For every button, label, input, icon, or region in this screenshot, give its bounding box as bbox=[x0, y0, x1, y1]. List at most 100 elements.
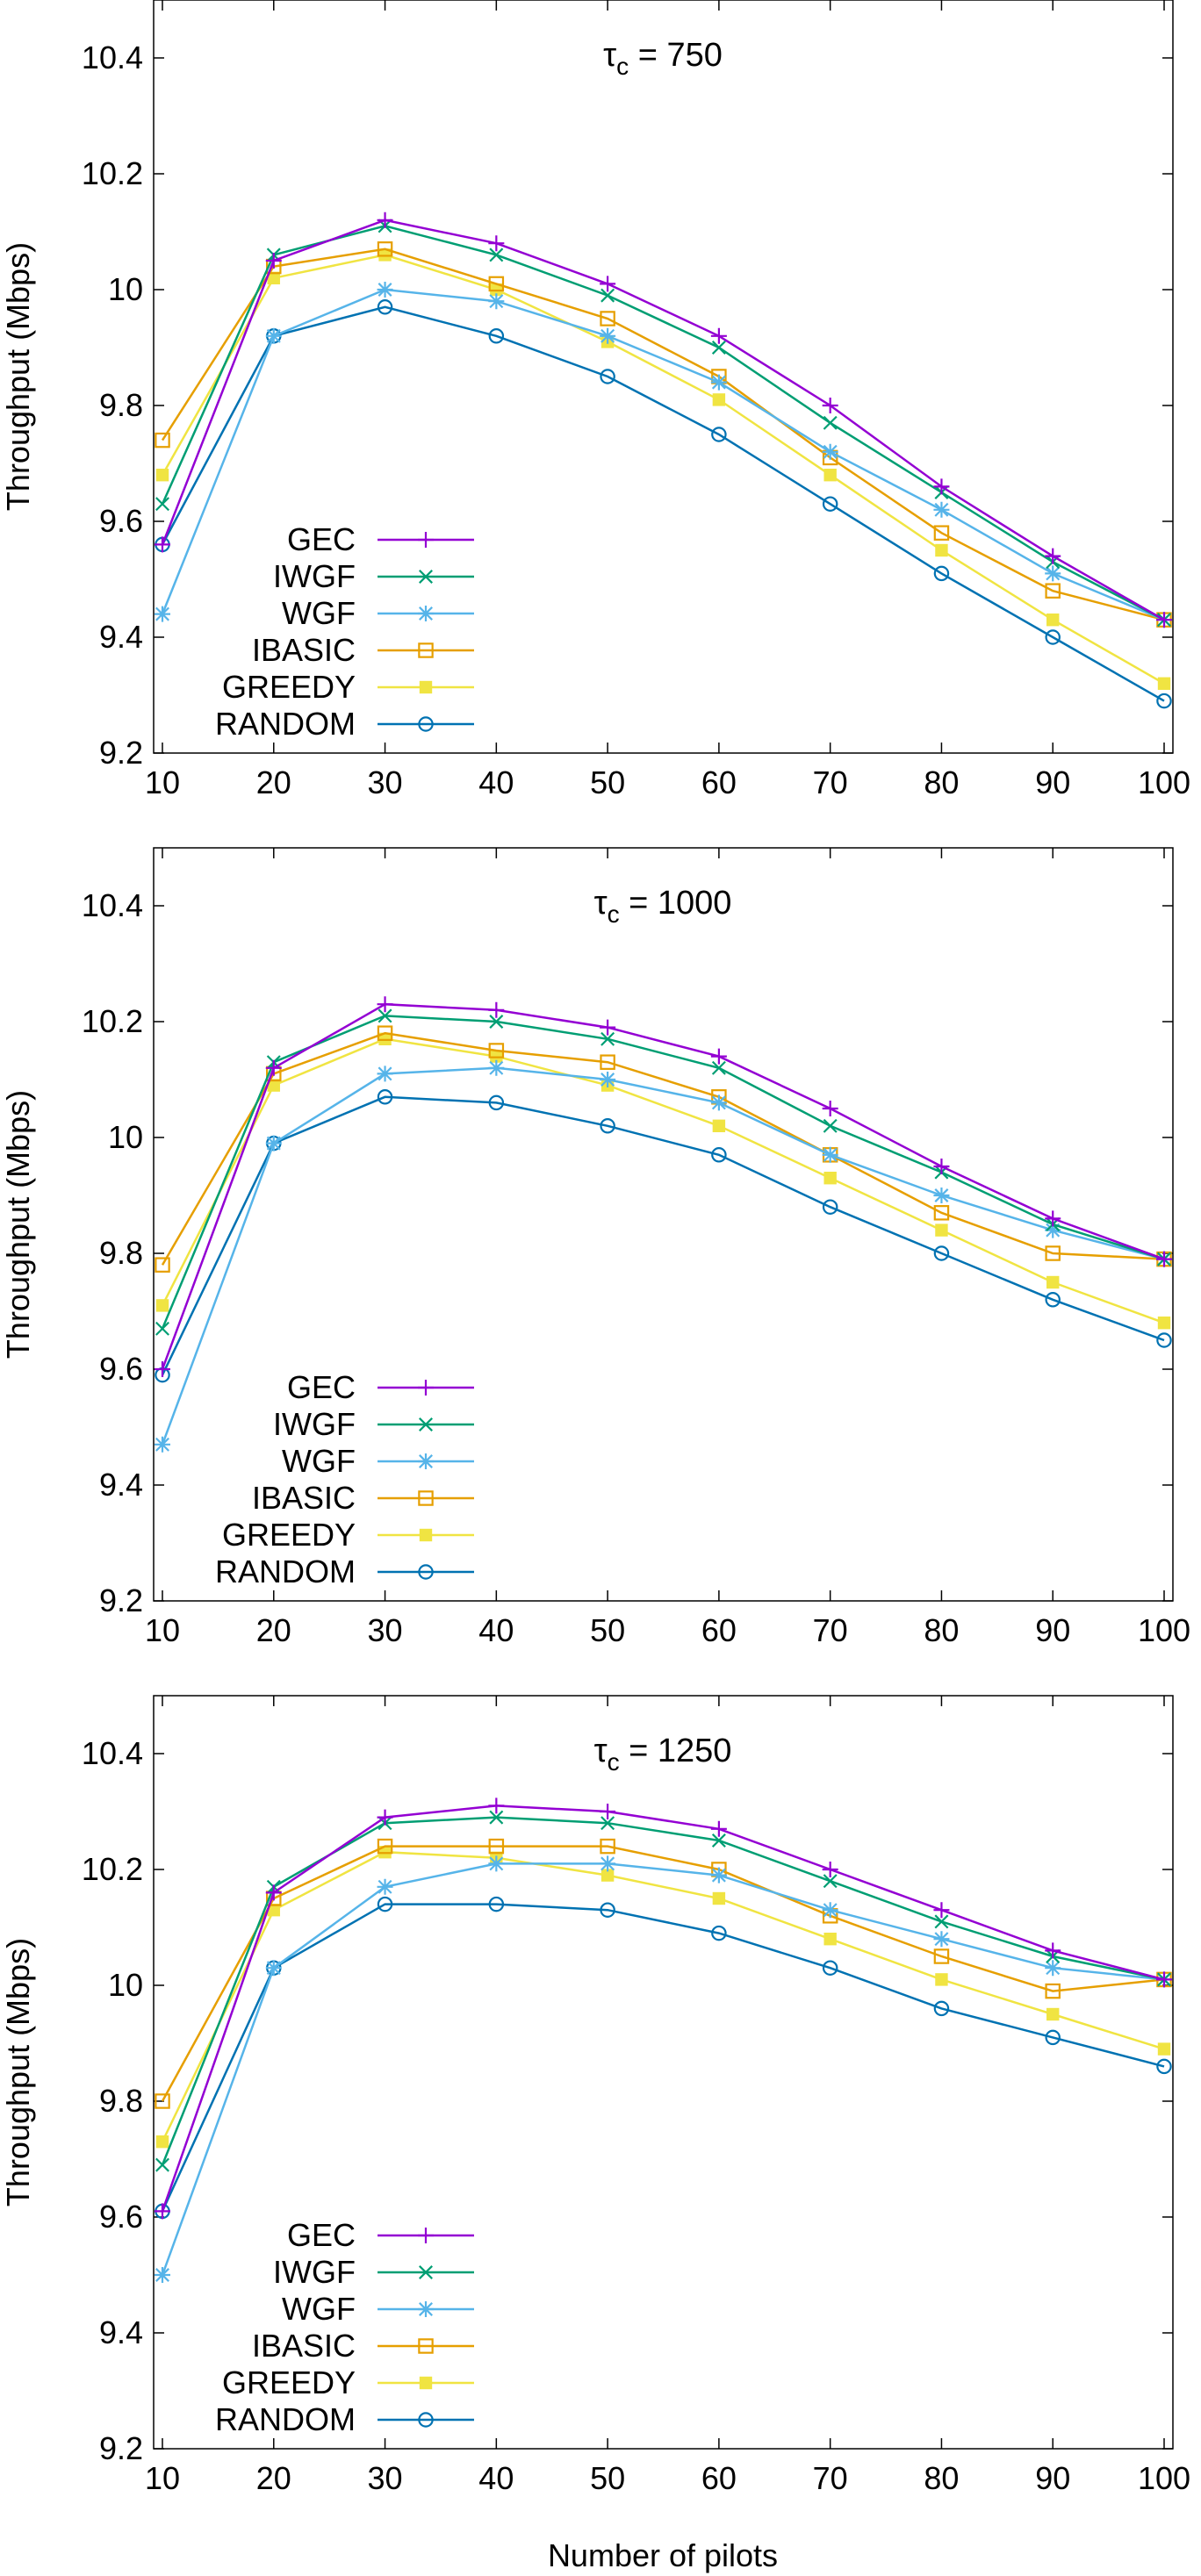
y-tick-label: 9.8 bbox=[99, 1235, 143, 1271]
data-point-random bbox=[1045, 1292, 1061, 1308]
legend-label-wgf: WGF bbox=[282, 595, 356, 631]
data-point-wgf bbox=[1045, 1222, 1061, 1238]
legend-marker-iwgf bbox=[419, 2265, 433, 2279]
series-line-wgf bbox=[161, 1862, 1165, 2276]
data-point-gec bbox=[822, 1101, 838, 1116]
data-point-gec bbox=[488, 1797, 505, 1814]
series-ibasic bbox=[155, 1838, 1172, 2109]
data-point-wgf bbox=[377, 1066, 393, 1082]
legend-marker-iwgf bbox=[419, 570, 433, 584]
data-point-greedy bbox=[600, 1869, 615, 1882]
data-point-ibasic bbox=[933, 1948, 950, 1964]
x-tick-label: 60 bbox=[701, 2460, 737, 2496]
data-point-ibasic bbox=[155, 2093, 170, 2109]
series-line-greedy bbox=[161, 1850, 1165, 2142]
data-point-wgf bbox=[600, 1072, 616, 1087]
data-point-ibasic bbox=[377, 1838, 393, 1855]
data-point-ibasic bbox=[155, 1257, 170, 1273]
legend-label-random: RANDOM bbox=[215, 706, 356, 742]
data-point-greedy bbox=[1157, 2042, 1171, 2056]
data-point-ibasic bbox=[488, 276, 505, 292]
y-axis-label: Throughput (Mbps) bbox=[0, 242, 36, 511]
legend-marker-greedy bbox=[419, 680, 433, 694]
x-tick-label: 70 bbox=[813, 1612, 848, 1648]
data-point-greedy bbox=[712, 393, 726, 406]
data-point-gec bbox=[377, 996, 393, 1013]
data-point-gec bbox=[265, 1884, 282, 1901]
legend-label-gec: GEC bbox=[287, 2217, 356, 2253]
data-point-greedy bbox=[267, 1904, 280, 1917]
data-point-greedy bbox=[155, 2135, 169, 2149]
x-tick-label: 80 bbox=[924, 1612, 959, 1648]
x-tick-label: 90 bbox=[1035, 1612, 1070, 1648]
y-tick-label: 10.2 bbox=[82, 1003, 143, 1039]
series-greedy bbox=[155, 248, 1171, 690]
data-point-gec bbox=[933, 1159, 950, 1174]
legend-label-greedy: GREEDY bbox=[222, 1517, 356, 1553]
y-axis-label: Throughput (Mbps) bbox=[0, 1938, 36, 2206]
data-point-random bbox=[711, 1925, 727, 1941]
y-tick-label: 9.8 bbox=[99, 2083, 143, 2119]
x-axis-label: Number of pilots bbox=[548, 2537, 778, 2573]
data-point-gec bbox=[488, 1001, 505, 1018]
y-axis-label: Throughput (Mbps) bbox=[0, 1090, 36, 1359]
legend-marker-ibasic bbox=[418, 2338, 434, 2354]
data-point-iwgf bbox=[378, 1008, 392, 1023]
data-point-greedy bbox=[823, 1933, 837, 1946]
data-point-gec bbox=[155, 536, 170, 553]
data-point-wgf bbox=[933, 1931, 950, 1948]
data-point-random bbox=[933, 2000, 950, 2017]
data-point-greedy bbox=[823, 1172, 837, 1185]
data-point-wgf bbox=[822, 443, 838, 460]
data-point-greedy bbox=[712, 1891, 726, 1905]
x-tick-label: 50 bbox=[590, 1612, 625, 1648]
legend-marker-gec bbox=[418, 1380, 434, 1396]
series-line-greedy bbox=[161, 254, 1165, 685]
data-point-iwgf bbox=[600, 1816, 615, 1831]
x-tick-label: 80 bbox=[924, 2460, 959, 2496]
data-point-greedy bbox=[267, 271, 280, 284]
y-tick-label: 10.4 bbox=[82, 887, 143, 923]
y-tick-label: 10 bbox=[108, 1967, 143, 2003]
x-tick-label: 80 bbox=[924, 764, 959, 800]
data-point-ibasic bbox=[600, 1838, 615, 1855]
y-tick-label: 10 bbox=[108, 1119, 143, 1155]
series-gec bbox=[155, 996, 1172, 1377]
x-tick-label: 60 bbox=[701, 1612, 737, 1648]
legend-label-greedy: GREEDY bbox=[222, 2364, 356, 2400]
data-point-random bbox=[488, 1094, 505, 1111]
legend-marker-iwgf bbox=[419, 1417, 433, 1432]
series-gec bbox=[155, 212, 1172, 628]
y-tick-label: 9.6 bbox=[99, 1351, 143, 1387]
series-gec bbox=[155, 1797, 1172, 2220]
series-line-random bbox=[161, 1903, 1165, 2212]
x-tick-label: 10 bbox=[145, 2460, 180, 2496]
data-point-random bbox=[600, 1902, 615, 1918]
data-point-random bbox=[933, 565, 950, 582]
y-tick-label: 9.2 bbox=[99, 735, 143, 771]
data-point-random bbox=[600, 369, 615, 384]
data-point-greedy bbox=[823, 469, 837, 482]
data-point-gec bbox=[710, 327, 727, 344]
data-point-wgf bbox=[710, 1867, 727, 1884]
chart-panel-2: 9.2 9.4 9.6 9.8 10 10.2 10.4 10 20 30 40 50 60 70 80 90… bbox=[0, 847, 1190, 1648]
series-line-random bbox=[161, 1095, 1165, 1376]
data-point-gec bbox=[710, 1820, 727, 1837]
data-point-gec bbox=[488, 235, 505, 252]
data-point-ibasic bbox=[1045, 583, 1061, 599]
data-point-iwgf bbox=[489, 248, 504, 262]
data-point-wgf bbox=[710, 374, 727, 391]
data-point-gec bbox=[155, 1361, 170, 1377]
legend-marker-gec bbox=[418, 532, 434, 548]
data-point-wgf bbox=[265, 327, 282, 344]
chart-title: τc = 1000 bbox=[594, 885, 732, 928]
data-point-iwgf bbox=[823, 1874, 838, 1889]
x-tick-label: 100 bbox=[1138, 2460, 1190, 2496]
data-point-wgf bbox=[488, 1855, 505, 1872]
data-point-gec bbox=[933, 1902, 950, 1919]
series-line-wgf bbox=[161, 1066, 1165, 1446]
data-point-wgf bbox=[488, 293, 505, 310]
series-line-ibasic bbox=[161, 248, 1165, 621]
legend-label-iwgf: IWGF bbox=[273, 1406, 356, 1442]
